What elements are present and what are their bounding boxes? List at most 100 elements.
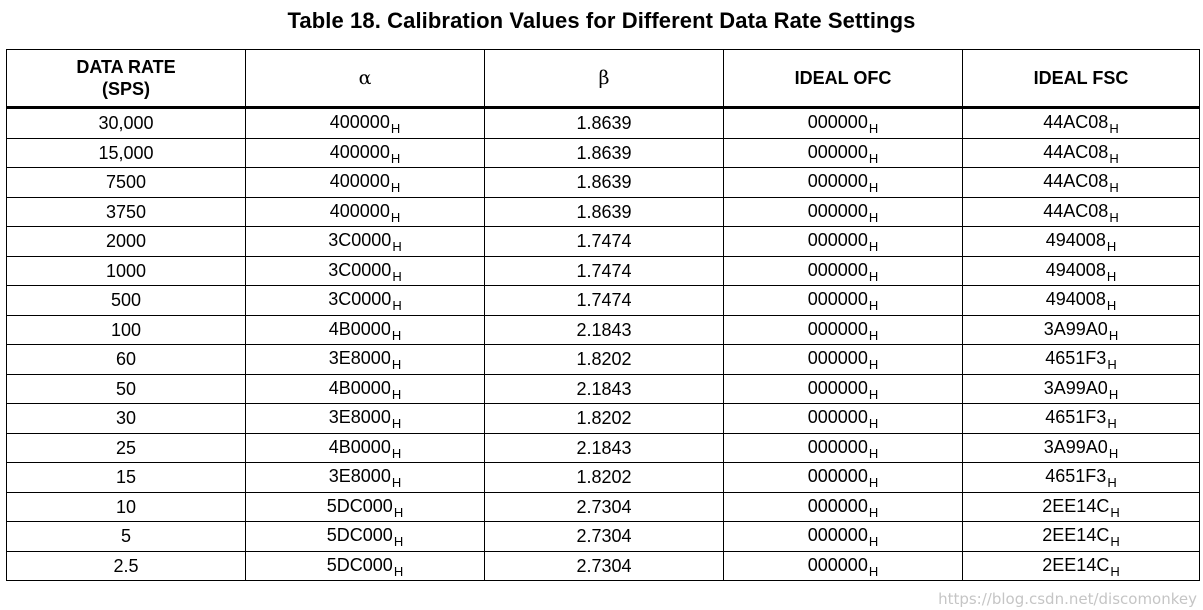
cell-alpha: 400000H — [245, 107, 485, 139]
cell-beta: 1.8639 — [484, 196, 724, 227]
cell-data-rate: 3750 — [6, 196, 246, 227]
table-row: 2000 3C0000H 1.7474 000000H 494008H — [6, 226, 1200, 257]
cell-ideal-ofc-value: 000000 — [807, 259, 868, 280]
cell-data-rate: 30,000 — [6, 107, 246, 139]
header-ideal-ofc: IDEAL OFC — [723, 49, 963, 108]
cell-ideal-ofc-value: 000000 — [807, 141, 868, 162]
cell-data-rate: 7500 — [6, 167, 246, 198]
hex-suffix: H — [868, 534, 879, 550]
hex-suffix: H — [390, 180, 401, 196]
cell-ideal-fsc-value: 44AC08 — [1043, 200, 1109, 221]
hex-suffix: H — [868, 386, 879, 402]
watermark: https://blog.csdn.net/discomonkey — [938, 590, 1197, 608]
cell-ideal-ofc-value: 000000 — [807, 407, 868, 428]
cell-alpha-value: 3C0000 — [328, 259, 392, 280]
cell-ideal-fsc-value: 4651F3 — [1045, 348, 1107, 369]
hex-suffix: H — [868, 239, 879, 255]
hex-suffix: H — [1107, 416, 1117, 432]
cell-alpha-value: 5DC000 — [326, 525, 393, 546]
cell-ideal-fsc: 4651F3H — [962, 462, 1200, 493]
cell-beta: 1.8202 — [484, 462, 724, 493]
cell-ideal-fsc-value: 494008 — [1045, 259, 1106, 280]
cell-ideal-ofc-value: 000000 — [807, 348, 868, 369]
cell-ideal-ofc: 000000H — [723, 285, 963, 316]
cell-alpha: 3E8000H — [245, 403, 485, 434]
cell-data-rate: 2.5 — [6, 550, 246, 581]
cell-alpha: 400000H — [245, 167, 485, 198]
hex-suffix: H — [868, 268, 879, 284]
hex-suffix: H — [868, 475, 879, 491]
cell-alpha: 3C0000H — [245, 255, 485, 286]
cell-alpha: 3E8000H — [245, 344, 485, 375]
hex-suffix: H — [1110, 504, 1120, 520]
hex-suffix: H — [391, 475, 402, 491]
hex-suffix: H — [868, 298, 879, 314]
cell-ideal-fsc-value: 3A99A0 — [1043, 318, 1108, 339]
cell-ideal-fsc: 44AC08H — [962, 137, 1200, 168]
cell-ideal-fsc: 44AC08H — [962, 107, 1200, 139]
hex-suffix: H — [868, 180, 879, 196]
cell-ideal-fsc-value: 4651F3 — [1045, 466, 1107, 487]
header-data-rate: DATA RATE (SPS) — [6, 49, 246, 108]
cell-data-rate: 50 — [6, 373, 246, 404]
header-data-rate-line1: DATA RATE — [76, 57, 176, 77]
cell-alpha-value: 400000 — [329, 171, 390, 192]
hex-suffix: H — [1108, 386, 1119, 402]
hex-suffix: H — [868, 209, 879, 225]
hex-suffix: H — [391, 327, 402, 343]
cell-ideal-ofc-value: 000000 — [807, 466, 868, 487]
cell-alpha-value: 4B0000 — [328, 436, 391, 457]
cell-ideal-fsc-value: 3A99A0 — [1043, 377, 1108, 398]
hex-suffix: H — [393, 504, 404, 520]
cell-beta: 1.8639 — [484, 107, 724, 139]
cell-alpha-value: 3E8000 — [328, 466, 391, 487]
cell-data-rate: 15,000 — [6, 137, 246, 168]
cell-alpha-value: 400000 — [329, 200, 390, 221]
table-row: 15 3E8000H 1.8202 000000H 4651F3H — [6, 462, 1200, 493]
cell-data-rate: 15 — [6, 462, 246, 493]
hex-suffix: H — [392, 298, 402, 314]
hex-suffix: H — [1106, 268, 1117, 284]
cell-ideal-fsc-value: 44AC08 — [1043, 112, 1109, 133]
table-row: 3750 400000H 1.8639 000000H 44AC08H — [6, 196, 1200, 227]
cell-ideal-ofc: 000000H — [723, 550, 963, 581]
hex-suffix: H — [392, 268, 402, 284]
cell-ideal-fsc-value: 44AC08 — [1043, 141, 1109, 162]
cell-alpha: 5DC000H — [245, 521, 485, 552]
hex-suffix: H — [390, 209, 401, 225]
hex-suffix: H — [392, 239, 402, 255]
cell-ideal-fsc: 3A99A0H — [962, 373, 1200, 404]
cell-alpha: 400000H — [245, 196, 485, 227]
cell-ideal-fsc: 2EE14CH — [962, 521, 1200, 552]
hex-suffix: H — [390, 150, 401, 166]
table-row: 50 4B0000H 2.1843 000000H 3A99A0H — [6, 373, 1200, 404]
cell-beta: 1.7474 — [484, 226, 724, 257]
cell-beta: 2.1843 — [484, 314, 724, 345]
cell-ideal-fsc: 494008H — [962, 285, 1200, 316]
cell-alpha: 4B0000H — [245, 432, 485, 463]
hex-suffix: H — [1108, 327, 1119, 343]
cell-ideal-fsc: 494008H — [962, 255, 1200, 286]
hex-suffix: H — [390, 121, 401, 137]
header-data-rate-line2: (SPS) — [101, 79, 150, 99]
hex-suffix: H — [391, 357, 402, 373]
cell-ideal-ofc: 000000H — [723, 462, 963, 493]
cell-ideal-fsc-value: 3A99A0 — [1043, 436, 1108, 457]
cell-ideal-fsc: 4651F3H — [962, 344, 1200, 375]
cell-alpha-value: 3E8000 — [328, 407, 391, 428]
cell-ideal-ofc: 000000H — [723, 107, 963, 139]
cell-ideal-ofc: 000000H — [723, 137, 963, 168]
table-row: 1000 3C0000H 1.7474 000000H 494008H — [6, 255, 1200, 286]
hex-suffix: H — [1109, 121, 1119, 137]
cell-ideal-fsc-value: 2EE14C — [1042, 525, 1110, 546]
cell-ideal-fsc-value: 44AC08 — [1043, 171, 1109, 192]
cell-beta: 2.7304 — [484, 550, 724, 581]
hex-suffix: H — [393, 563, 404, 579]
cell-alpha-value: 4B0000 — [328, 318, 391, 339]
table-row: 30,000 400000H 1.8639 000000H 44AC08H — [6, 107, 1200, 139]
cell-beta: 1.8639 — [484, 137, 724, 168]
cell-ideal-fsc: 2EE14CH — [962, 491, 1200, 522]
cell-beta: 1.8202 — [484, 344, 724, 375]
cell-ideal-fsc-value: 4651F3 — [1045, 407, 1107, 428]
cell-alpha: 3E8000H — [245, 462, 485, 493]
